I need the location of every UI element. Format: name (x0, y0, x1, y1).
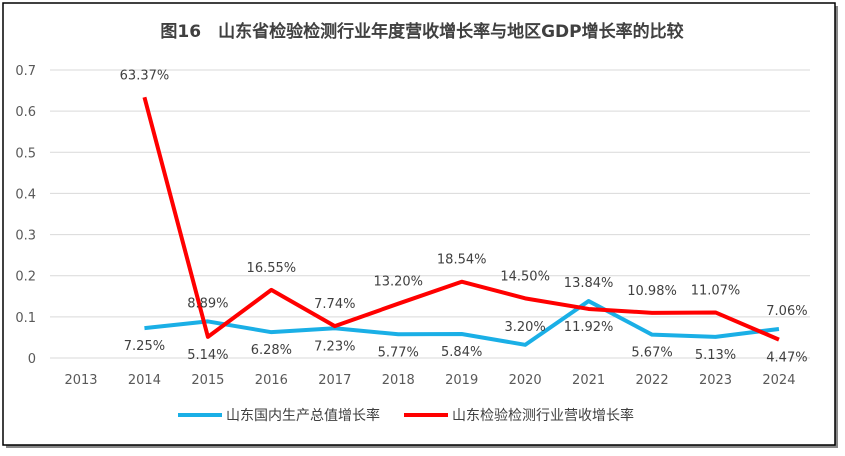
data-label: 11.92% (564, 320, 614, 335)
data-label: 5.77% (378, 345, 419, 360)
data-label: 63.37% (120, 68, 170, 83)
x-tick-label: 2017 (318, 373, 351, 388)
data-label: 5.13% (695, 348, 736, 363)
y-tick-label: 0.2 (15, 270, 36, 285)
data-label: 4.47% (766, 351, 807, 366)
x-tick-label: 2021 (572, 373, 605, 388)
x-tick-label: 2015 (191, 373, 224, 388)
data-label: 13.20% (373, 275, 423, 290)
data-label: 7.25% (124, 339, 165, 354)
y-tick-label: 0.7 (15, 64, 36, 79)
data-label: 13.84% (564, 276, 614, 291)
y-tick-label: 0.1 (15, 311, 36, 326)
data-label: 8.89% (187, 296, 228, 311)
y-tick-label: 0 (28, 352, 36, 367)
series-line-2 (142, 96, 780, 342)
series-line-1 (144, 299, 780, 347)
legend-label: 山东检验检测行业营收增长率 (452, 407, 634, 424)
data-label: 3.20% (504, 320, 545, 335)
x-tick-label: 2024 (762, 373, 795, 388)
data-label: 18.54% (437, 253, 487, 268)
x-tick-label: 2018 (382, 373, 415, 388)
y-tick-label: 0.4 (15, 187, 36, 202)
data-label: 6.28% (251, 343, 292, 358)
data-label: 5.84% (441, 345, 482, 360)
chart-title: 图16 山东省检验检测行业年度营收增长率与地区GDP增长率的比较 (160, 21, 683, 42)
x-tick-label: 2019 (445, 373, 478, 388)
x-tick-label: 2013 (64, 373, 97, 388)
y-tick-label: 0.5 (15, 146, 36, 161)
x-tick-label: 2020 (509, 373, 542, 388)
data-label: 11.07% (691, 283, 741, 298)
data-label: 16.55% (247, 261, 297, 276)
y-tick-label: 0.3 (15, 229, 36, 244)
x-tick-label: 2016 (255, 373, 288, 388)
y-tick-label: 0.6 (15, 105, 36, 120)
data-label: 7.23% (314, 339, 355, 354)
data-label: 7.06% (766, 304, 807, 319)
data-label: 14.50% (500, 269, 550, 284)
data-label: 5.67% (631, 346, 672, 361)
x-tick-label: 2014 (128, 373, 161, 388)
x-tick-label: 2023 (699, 373, 732, 388)
chart-frame (2, 2, 836, 446)
data-label: 5.14% (187, 348, 228, 363)
x-tick-label: 2022 (636, 373, 669, 388)
data-label: 7.74% (314, 297, 355, 312)
legend-label: 山东国内生产总值增长率 (226, 407, 380, 424)
data-label: 10.98% (627, 284, 677, 299)
